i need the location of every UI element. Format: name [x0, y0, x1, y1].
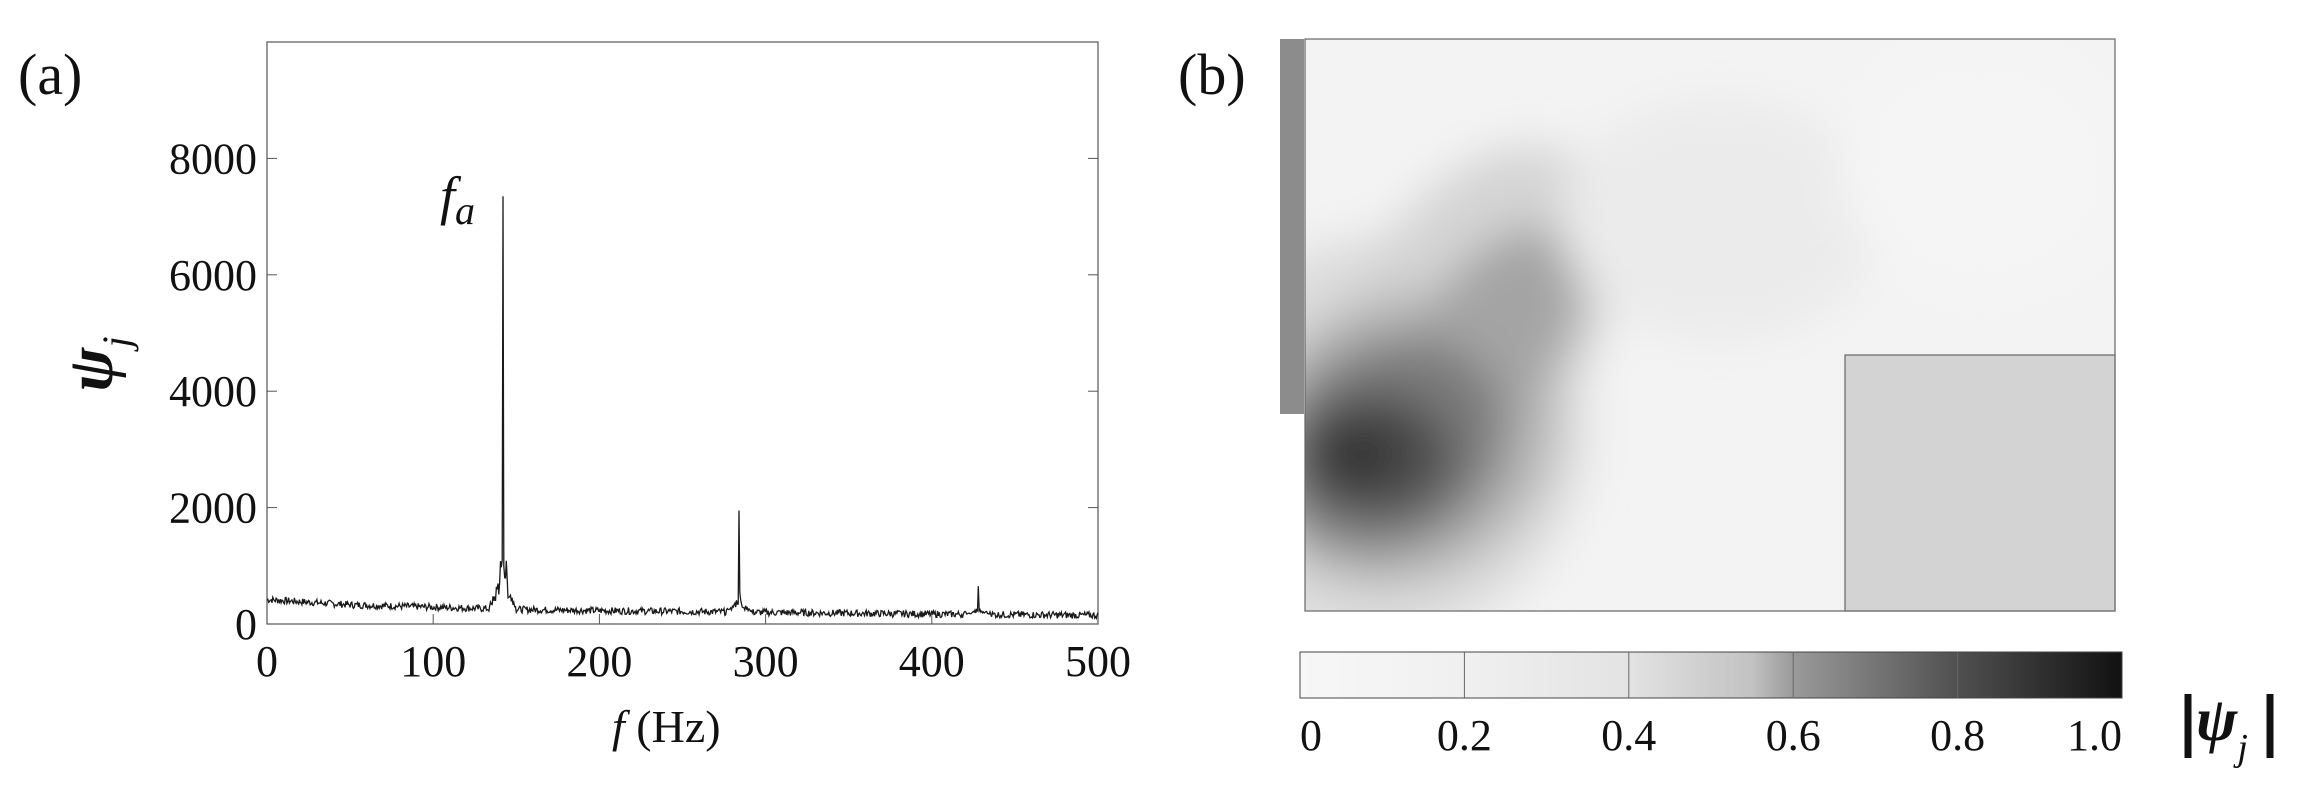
colorbar-ticks: 0 0.2 0.4 0.6 0.8 1.0	[1300, 652, 2122, 760]
colorbar-tick-label: 1.0	[2067, 711, 2122, 760]
solid-block	[1844, 354, 2116, 612]
y-ticks: 0 2000 4000 6000 8000	[169, 134, 1098, 649]
colorbar-tick-label: 0.2	[1437, 711, 1492, 760]
colorbar-gradient	[1299, 651, 2123, 699]
x-tick-label: 300	[733, 637, 799, 686]
panel-b-label: (b)	[1178, 42, 1246, 107]
y-tick-label: 0	[235, 600, 257, 649]
y-tick-label: 2000	[169, 484, 257, 533]
colorbar-label: ψj	[2184, 686, 2274, 769]
side-bar	[1280, 39, 1304, 414]
colorbar-tick-label: 0.4	[1601, 711, 1656, 760]
panel-a-label: (a)	[18, 42, 82, 107]
spectrum-line	[266, 196, 1099, 621]
x-tick-label: 400	[899, 637, 965, 686]
x-tick-label: 100	[400, 637, 466, 686]
y-tick-label: 4000	[169, 367, 257, 416]
x-tick-label: 0	[256, 637, 278, 686]
plot-frame	[266, 41, 1099, 625]
y-tick-label: 8000	[169, 134, 257, 183]
contour-field	[1305, 50, 2115, 611]
y-axis-label: ψj	[54, 336, 139, 391]
panel-a-chart: 0 100 200 300 400 500 0 2000 4000 6000 8000 fa f …	[54, 41, 1131, 752]
x-tick-label: 200	[566, 637, 632, 686]
svg-text:ψj: ψj	[2196, 686, 2248, 769]
svg-text:ψj: ψj	[54, 336, 139, 391]
colorbar-tick-label: 0	[1300, 711, 1322, 760]
colorbar-tick-label: 0.6	[1766, 711, 1821, 760]
x-tick-label: 500	[1065, 637, 1131, 686]
peak-annotation: fa	[440, 166, 475, 233]
panel-b-map	[1280, 38, 2116, 612]
x-ticks: 0 100 200 300 400 500	[256, 614, 1131, 686]
colorbar: 0 0.2 0.4 0.6 0.8 1.0 ψj	[1299, 651, 2274, 769]
colorbar-tick-label: 0.8	[1930, 711, 1985, 760]
y-tick-label: 6000	[169, 251, 257, 300]
x-axis-label: f (Hz)	[612, 701, 721, 752]
map-frame	[1304, 38, 2116, 612]
